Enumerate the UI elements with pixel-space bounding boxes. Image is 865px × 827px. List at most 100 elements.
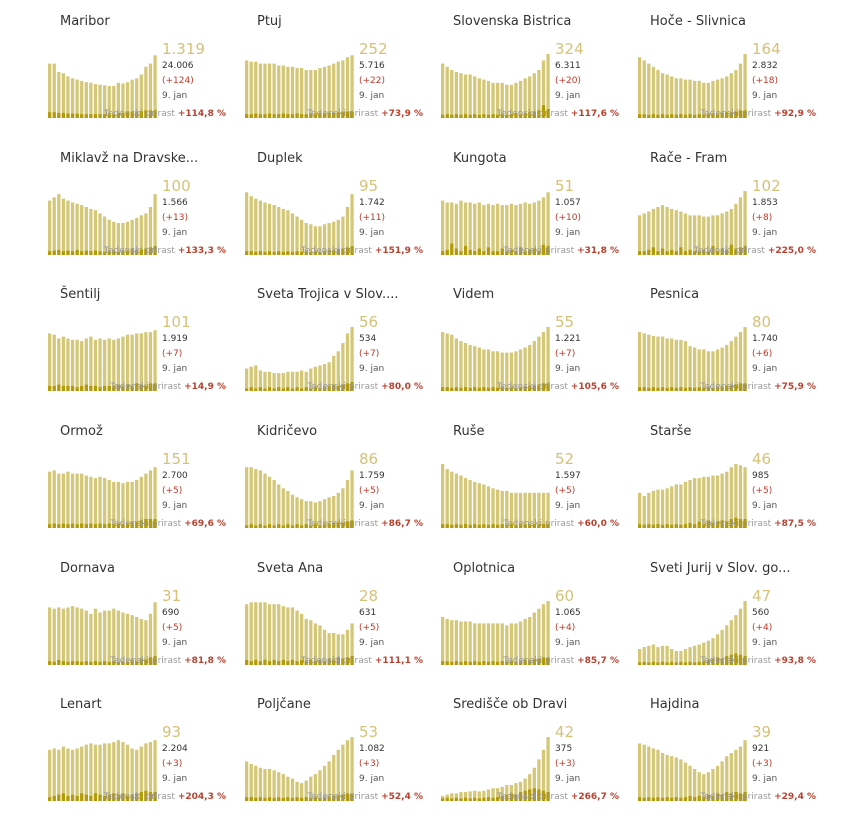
new-cases-bar [345,793,350,801]
new-cases-bar [254,251,258,255]
active-cases: 93 [162,723,182,741]
active-bar [537,70,541,118]
new-cases-bar [295,797,299,801]
active-bar [267,604,272,665]
active-bar [491,82,495,118]
new-cases-bar [341,112,345,118]
active-bar [541,749,546,801]
active-bar [532,202,536,255]
weekly-growth: Tedenski prirast +204,3 % [36,792,226,802]
active-bar [249,366,253,391]
new-cases-bar [103,385,107,391]
active-bar [679,484,683,528]
active-bar [125,334,130,391]
daily-increase: (+3) [555,759,576,769]
new-cases-bar [300,525,304,528]
active-bar [313,774,318,801]
new-cases-bar [734,384,738,391]
active-bar [697,644,701,665]
new-cases-bar [290,525,295,528]
new-cases-bar [711,522,715,528]
active-bar [153,194,157,255]
active-bar [693,215,697,255]
new-cases-bar [277,661,281,665]
active-bar [734,749,738,801]
new-cases-bar [706,387,711,391]
active-cases: 252 [359,40,388,58]
sparkline-chart [48,55,157,118]
new-cases-bar [121,524,125,528]
total-cases: 921 [752,744,770,754]
date-label: 9. jan [359,91,385,101]
active-bar [738,608,743,665]
weekly-growth-label: Tedenski prirast [103,246,175,256]
active-cases: 151 [162,450,191,468]
active-bar [541,60,546,118]
active-bar [48,333,52,391]
date-label: 9. jan [162,501,188,511]
active-bar [463,478,468,528]
active-bar [249,763,253,801]
new-cases-bar [496,387,500,391]
date-label: 9. jan [162,638,188,648]
active-bar [57,473,61,528]
daily-increase: (+4) [555,623,576,633]
active-bar [743,54,747,118]
new-cases-bar [98,251,102,255]
new-cases-bar [57,524,61,528]
active-bar [642,333,646,391]
new-cases-bar [313,387,318,391]
new-cases-bar [295,387,299,391]
new-cases-bar [350,246,354,255]
new-cases-bar [702,114,706,118]
new-cases-bar [300,797,304,801]
new-cases-bar [509,524,514,528]
municipality-panel: Poljčane 53 1.082 (+3) 9. jan Tedenski priras… [245,697,435,827]
active-bar [277,772,281,801]
daily-increase: (+13) [162,213,189,223]
new-cases-bar [473,387,477,391]
active-bar [61,198,66,255]
municipality-panel: Sveta Trojica v Slov.... 56 534 (+7) 9. jan T… [245,287,435,417]
active-bar [532,612,536,665]
new-cases-bar [729,112,733,118]
weekly-growth-value: +14,9 % [184,382,226,392]
new-cases-bar [688,661,692,665]
active-bar [107,219,111,255]
active-bar [496,82,500,118]
new-cases-bar [103,114,107,118]
active-bar [715,475,720,528]
new-cases-bar [546,792,550,801]
new-cases-bar [702,387,706,391]
active-bar [514,492,518,528]
active-bar [336,634,340,665]
active-bar [486,203,491,255]
active-bar [130,481,134,528]
active-bar [130,615,134,665]
active-bar [75,607,79,665]
new-cases-bar [688,795,692,801]
active-bar [706,476,711,528]
active-bar [130,334,134,391]
new-cases-bar [125,250,130,255]
new-cases-bar [290,251,295,255]
active-bar [660,753,665,801]
total-cases: 1.597 [555,471,581,481]
active-bar [272,63,276,118]
new-cases-bar [496,797,500,801]
active-bar [125,613,130,665]
new-cases-bar [121,251,125,255]
new-cases-bar [532,248,536,255]
new-cases-bar [642,251,646,255]
total-cases: 1.853 [752,198,778,208]
active-bar [697,80,701,118]
date-label: 9. jan [555,91,581,101]
sparkline-chart [48,330,157,391]
new-cases-bar [656,797,660,801]
active-bar [70,606,75,665]
active-bar [304,618,308,665]
active-bar [116,610,121,665]
active-bar [304,371,308,391]
active-bar [454,338,459,391]
new-cases-bar [697,521,701,528]
